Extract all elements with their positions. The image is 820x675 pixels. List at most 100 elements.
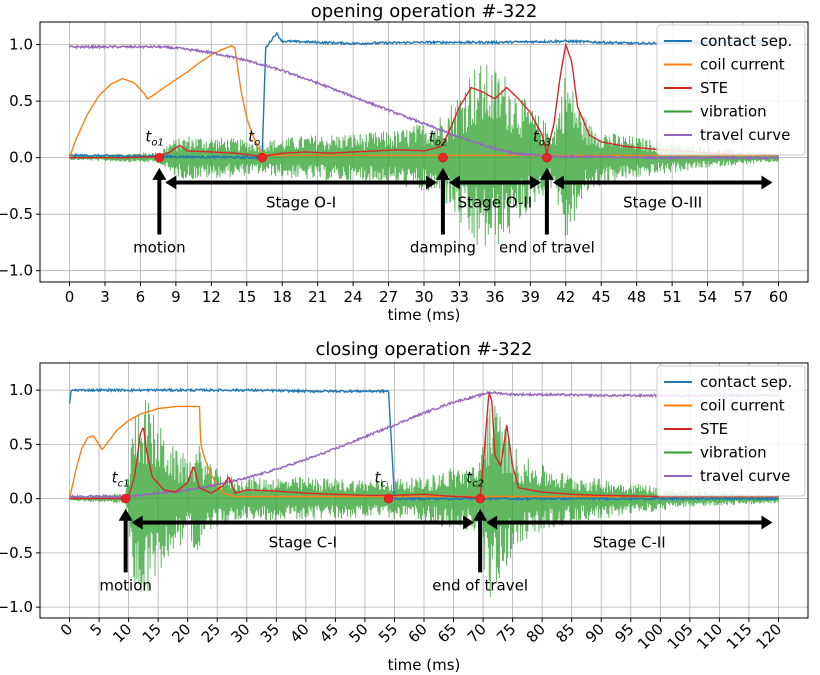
event-arrow-head [539, 167, 554, 180]
x-tick-label: 45 [592, 288, 611, 306]
series-line [68, 387, 779, 502]
stage-arrow-head [425, 175, 437, 190]
y-tick-label: −0.5 [0, 205, 33, 223]
x-tick-label: 48 [627, 288, 646, 306]
stage-label: Stage C-II [593, 534, 666, 552]
event-marker [542, 152, 552, 163]
x-tick-label: 51 [663, 288, 682, 306]
y-tick-label: 0.5 [9, 92, 33, 110]
stage-arrow-head [463, 515, 475, 530]
x-tick-label: 30 [414, 288, 433, 306]
x-tick-label: 24 [344, 288, 363, 306]
stage-label: Stage C-I [269, 534, 337, 552]
stage-arrow-head [761, 515, 773, 530]
event-subscript: o1 [151, 138, 163, 149]
event-marker [383, 493, 394, 504]
stage-arrow-head [448, 175, 460, 190]
legend: contact sep. coil current STE vibration trav… [656, 24, 806, 156]
x-tick-label: 42 [556, 288, 575, 306]
legend-label: coil current [700, 397, 785, 415]
y-tick-label: 0.0 [9, 149, 33, 167]
x-tick-label: 36 [485, 288, 504, 306]
chart-title: closing operation #-322 [316, 339, 533, 360]
event-arrow-label: end of travel [432, 576, 528, 594]
event-label: t [145, 128, 152, 146]
event-marker [475, 493, 485, 504]
legend-label: travel curve [700, 467, 790, 485]
legend-label: STE [700, 420, 728, 438]
x-tick-label: 12 [202, 288, 221, 306]
legend-label: contact sep. [700, 32, 792, 50]
opening-chart: 0 3 6 9 12 15 18 21 24 27 30 33 36 39 42 45 48 51 54 57 60−1… [0, 1, 809, 324]
event-label: t [533, 128, 540, 146]
event-arrow-head [152, 167, 167, 180]
legend-label: coil current [700, 56, 785, 74]
x-tick-label: 39 [521, 288, 540, 306]
legend-label: vibration [700, 103, 767, 121]
event-subscript: c [381, 479, 387, 490]
x-tick-label: 9 [171, 288, 181, 306]
event-arrow-head [473, 508, 488, 521]
series-line [69, 64, 779, 246]
x-tick-label: 57 [733, 288, 752, 306]
x-axis-label: time (ms) [388, 656, 461, 674]
event-marker [154, 152, 165, 163]
legend-label: vibration [700, 444, 767, 462]
event-arrow-label: motion [133, 239, 186, 257]
x-tick-label: 21 [308, 288, 327, 306]
x-tick-label: 60 [769, 288, 788, 306]
legend: contact sep. coil current STE vibration trav… [656, 365, 806, 497]
y-tick-label: 0.5 [9, 435, 33, 453]
legend-label: travel curve [700, 126, 790, 144]
event-subscript: o [254, 138, 260, 149]
stage-arrow-head [552, 175, 564, 190]
series-line [68, 43, 780, 161]
event-subscript: c1 [118, 479, 130, 490]
event-label: t [375, 469, 382, 487]
stage-arrow-head [761, 175, 773, 190]
y-tick-label: 1.0 [9, 381, 33, 399]
event-label: t [466, 469, 473, 487]
x-tick-label: 3 [100, 288, 110, 306]
event-label: t [429, 128, 436, 146]
y-tick-label: −0.5 [0, 544, 33, 562]
event-subscript: c2 [472, 479, 484, 490]
event-arrow-head [118, 508, 133, 521]
event-arrow-label: damping [410, 239, 476, 257]
y-tick-label: −1.0 [0, 262, 33, 280]
event-arrow-label: end of travel [499, 239, 595, 257]
event-subscript: o3 [539, 138, 551, 149]
stage-arrow-head [529, 175, 541, 190]
legend-frame [656, 365, 806, 497]
event-label: t [112, 469, 119, 487]
event-marker [257, 152, 267, 163]
x-tick-label: 15 [237, 288, 256, 306]
event-label: t [248, 128, 255, 146]
stage-arrow-head [131, 515, 143, 530]
stage-label: Stage O-III [623, 194, 702, 212]
x-tick-label: 33 [450, 288, 469, 306]
event-marker [438, 152, 448, 163]
series-line [69, 399, 779, 598]
closing-chart: 0 5 10 15 20 25 30 35 40 45 50 55 60 65 70 75 80 85 90 9510… [0, 339, 809, 674]
event-subscript: o2 [435, 138, 447, 149]
legend-label: contact sep. [700, 373, 792, 391]
y-tick-label: −1.0 [0, 598, 33, 616]
x-tick-label: 54 [698, 288, 717, 306]
x-tick-label: 6 [136, 288, 146, 306]
y-tick-label: 0.0 [9, 490, 33, 508]
event-arrow-head [435, 167, 450, 180]
stage-label: Stage O-I [266, 194, 336, 212]
legend-frame [656, 24, 806, 156]
x-tick-label: 18 [273, 288, 292, 306]
event-arrow-label: motion [99, 576, 152, 594]
chart-title: opening operation #-322 [311, 1, 538, 22]
y-tick-label: 1.0 [9, 36, 33, 54]
stage-arrow-head [486, 515, 498, 530]
legend-label: STE [700, 79, 728, 97]
stage-arrow-head [165, 175, 177, 190]
x-axis-label: time (ms) [388, 306, 461, 324]
x-tick-label: 0 [65, 288, 75, 306]
x-tick-label: 27 [379, 288, 398, 306]
